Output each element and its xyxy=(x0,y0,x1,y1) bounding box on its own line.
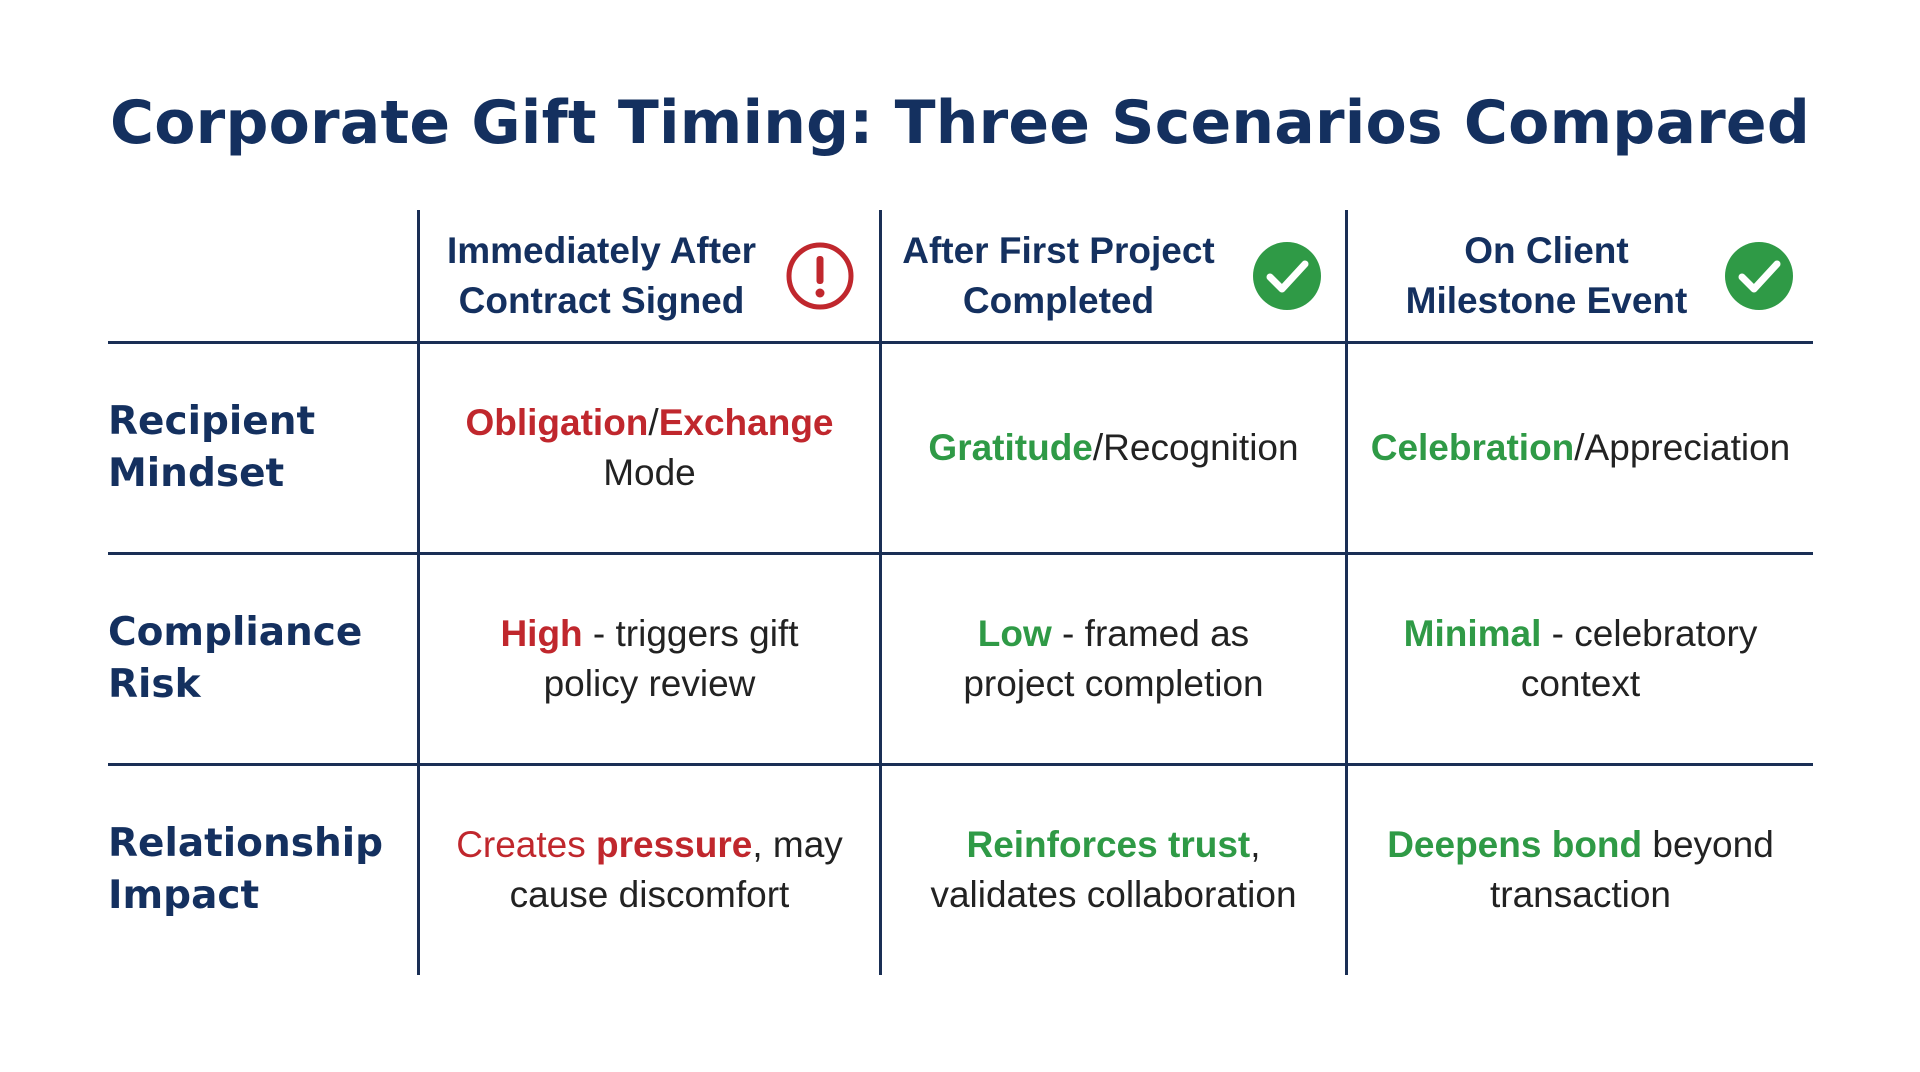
highlight-text: Deepens bond xyxy=(1387,824,1643,865)
column-header-contract-signed: Immediately After Contract Signed xyxy=(420,212,879,340)
table-cell: Gratitude/Recognition xyxy=(882,344,1345,552)
row-label-line: Compliance xyxy=(108,610,363,655)
column-divider xyxy=(417,210,420,975)
column-header-milestone-event: On Client Milestone Event xyxy=(1348,212,1813,340)
cell-text: , xyxy=(1250,824,1261,865)
column-divider xyxy=(1345,210,1348,975)
cell-text: transaction xyxy=(1490,874,1671,915)
check-circle-icon xyxy=(1253,242,1321,310)
table-cell: Obligation/Exchange Mode xyxy=(420,344,879,552)
cell-text: /Recognition xyxy=(1092,427,1299,468)
table-cell: High - triggers gift policy review xyxy=(420,555,879,763)
column-header-line: Milestone Event xyxy=(1405,280,1688,321)
row-label-line: Recipient xyxy=(108,399,316,444)
table-cell: Reinforces trust, validates collaboratio… xyxy=(882,766,1345,974)
page-title: Corporate Gift Timing: Three Scenarios C… xyxy=(110,88,1810,158)
highlight-text: Obligation xyxy=(465,402,649,443)
cell-text: policy review xyxy=(543,663,756,704)
cell-text: - triggers gift xyxy=(582,613,799,654)
table-cell: Minimal - celebratory context xyxy=(1348,555,1813,763)
cell-text: / xyxy=(648,402,659,443)
column-header-line: After First Project xyxy=(902,230,1215,271)
cell-text: /Appreciation xyxy=(1574,427,1791,468)
column-header-line: Contract Signed xyxy=(458,280,745,321)
row-divider xyxy=(108,763,1813,766)
cell-text: project completion xyxy=(963,663,1264,704)
table-cell: Low - framed as project completion xyxy=(882,555,1345,763)
table-cell: Creates pressure, may cause discomfort xyxy=(420,766,879,974)
highlight-text: Gratitude xyxy=(928,427,1093,468)
cell-text: - celebratory xyxy=(1541,613,1758,654)
highlight-text: Minimal xyxy=(1403,613,1542,654)
column-header-first-project: After First Project Completed xyxy=(882,212,1345,340)
exclamation-circle-icon xyxy=(786,242,854,310)
column-header-line: On Client xyxy=(1464,230,1629,271)
row-label-line: Mindset xyxy=(108,451,285,496)
highlight-text: pressure xyxy=(596,824,753,865)
cell-text: context xyxy=(1520,663,1641,704)
table-cell: Deepens bond beyond transaction xyxy=(1348,766,1813,974)
cell-text: - framed as xyxy=(1051,613,1250,654)
column-divider xyxy=(879,210,882,975)
row-label-line: Relationship xyxy=(108,821,383,866)
table-cell: Celebration/Appreciation xyxy=(1348,344,1813,552)
cell-text: , may xyxy=(752,824,843,865)
row-label-line: Risk xyxy=(108,662,201,707)
column-header-line: Immediately After xyxy=(446,230,757,271)
highlight-text: Low xyxy=(977,613,1052,654)
column-header-line: Completed xyxy=(962,280,1155,321)
row-divider xyxy=(108,552,1813,555)
row-label-compliance-risk: Compliance Risk xyxy=(108,555,408,763)
cell-text: Mode xyxy=(603,452,696,493)
highlight-text: Celebration xyxy=(1370,427,1575,468)
row-label-relationship-impact: Relationship Impact xyxy=(108,766,408,974)
cell-text: beyond xyxy=(1642,824,1774,865)
highlight-text: High xyxy=(500,613,583,654)
highlight-text: Reinforces trust xyxy=(966,824,1251,865)
cell-text: validates collaboration xyxy=(930,874,1297,915)
highlight-text: Exchange xyxy=(658,402,834,443)
row-label-line: Impact xyxy=(108,873,260,918)
row-label-recipient-mindset: Recipient Mindset xyxy=(108,344,408,552)
cell-text: cause discomfort xyxy=(509,874,790,915)
cell-text: Creates xyxy=(456,824,597,865)
row-divider xyxy=(108,341,1813,344)
check-circle-icon xyxy=(1725,242,1793,310)
